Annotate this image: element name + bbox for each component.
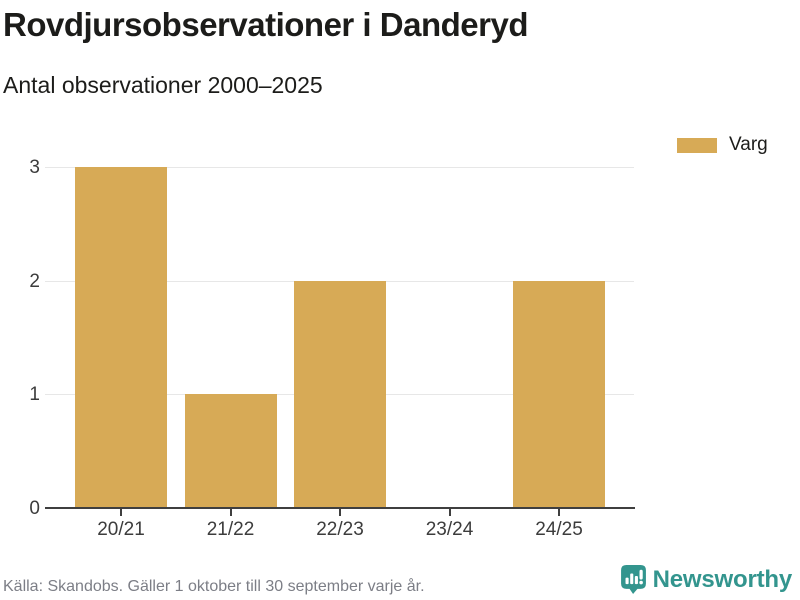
- x-tick: [229, 509, 232, 516]
- x-tick-label: 24/25: [535, 519, 583, 540]
- x-tick-label: 22/23: [316, 519, 364, 540]
- bar-24/25: [513, 280, 605, 508]
- x-tick: [120, 509, 122, 516]
- x-tick: [558, 509, 560, 516]
- legend-label: Varg: [729, 134, 768, 155]
- legend-swatch-varg: [677, 137, 717, 153]
- bar-21/22: [184, 394, 277, 508]
- page-subtitle: Antal observationer 2000–2025: [3, 72, 323, 98]
- bar-20/21: [75, 167, 167, 508]
- page-title: Rovdjursobservationer i Danderyd: [3, 6, 528, 43]
- plot-area: [45, 167, 634, 508]
- newsworthy-logo: Newsworthy: [620, 565, 793, 594]
- y-tick-label: 1: [29, 384, 40, 406]
- x-axis-line: [45, 507, 635, 509]
- newsworthy-bubble-chart-icon: [620, 565, 646, 594]
- x-tick: [448, 509, 451, 516]
- newsworthy-wordmark: Newsworthy: [652, 565, 793, 593]
- y-tick-label: 2: [29, 270, 40, 292]
- grid-line: [45, 167, 634, 168]
- y-tick-label: 3: [29, 157, 40, 178]
- source-note: Källa: Skandobs. Gäller 1 oktober till 3…: [3, 578, 425, 595]
- x-tick: [339, 509, 341, 516]
- x-tick-label: 20/21: [97, 519, 145, 540]
- y-tick-label: 0: [29, 498, 40, 519]
- x-tick-label: 23/24: [425, 519, 474, 540]
- legend: Varg: [677, 134, 768, 156]
- x-tick-label: 21/22: [206, 519, 255, 540]
- bar-22/23: [294, 280, 386, 508]
